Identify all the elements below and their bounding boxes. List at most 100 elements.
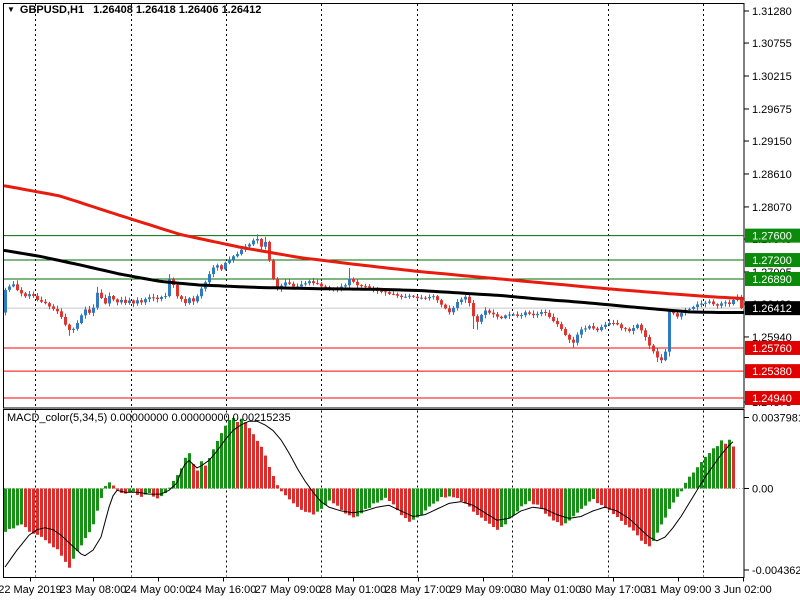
candle [456,302,459,308]
candle [240,249,243,255]
indicator-label: MACD_color(5,34,5) 0.00000000 0.00000000… [7,412,291,424]
candle [668,311,671,352]
macd-bar [524,488,527,505]
macd-bar [116,488,119,490]
time-tick-label: 27 May 09:00 [255,584,322,596]
candle [676,313,679,317]
macd-plot-area[interactable] [4,417,744,568]
candle [84,309,87,316]
candle [308,281,311,284]
macd-bar [624,488,627,525]
candle [256,238,259,241]
macd-bar [380,488,383,501]
candle [572,339,575,343]
candle [12,284,15,287]
macd-bar [88,488,91,533]
macd-bar [464,488,467,504]
macd-bar [668,488,671,509]
price-tick-label: 1.30755 [752,38,792,50]
macd-bar [572,488,575,517]
macd-bar [612,488,615,514]
macd-histogram-layer [4,417,735,568]
candle [284,282,287,286]
candle [468,296,471,303]
price-axis[interactable]: 1.31280 1.30755 1.30215 1.29675 1.29150 1.286… [744,6,800,409]
candle [588,326,591,329]
macd-bar [256,440,259,489]
macd-bar [160,488,163,497]
macd-bar [500,488,503,528]
macd-bar [732,446,735,489]
candle [584,328,587,330]
macd-bar [240,418,243,489]
candle [228,259,231,263]
macd-bar [328,488,331,501]
candle [132,300,135,304]
macd-bar [564,488,567,524]
macd-bar [264,455,267,489]
macd-bar [276,485,279,489]
candle [544,312,547,314]
candle [80,315,83,324]
candle [496,314,499,317]
candle [740,297,743,309]
candle [708,301,711,303]
candle [620,324,623,329]
symbol-dropdown-icon[interactable]: ▼ [7,5,15,14]
candle [116,299,119,303]
macd-bar [704,456,707,489]
macd-bar [348,488,351,516]
candle [508,314,511,316]
candle [600,326,603,331]
macd-bar [656,488,659,533]
macd-bar [720,440,723,489]
macd-bar [632,488,635,531]
macd-bar [224,425,227,489]
candle [368,286,371,288]
price-level-badge-1.24940: 1.24940 [745,391,800,405]
macd-bar [492,488,495,527]
candle [616,323,619,325]
macd-bar [440,488,443,497]
candle [504,315,507,319]
chart-title: ▼ GBPUSD,H1 1.26408 1.26418 1.26406 1.2641… [7,4,261,16]
candle [720,303,723,306]
candle [484,310,487,315]
candle [592,326,595,329]
macd-bar [40,488,43,537]
macd-bar [132,488,135,492]
macd-bar [312,488,315,515]
macd-bar [472,488,475,512]
macd-bar [552,488,555,521]
price-level-badge-1.27600: 1.27600 [745,228,800,243]
candle [44,301,47,304]
candle [64,316,67,325]
candle [52,306,55,309]
price-tick-label: 1.28610 [752,169,792,181]
macd-bar [104,486,107,489]
macd-bar [148,488,151,494]
candle [92,307,95,313]
macd-axis[interactable]: 0.0037981 0.00 -0.0043628 [744,413,800,578]
candle [644,330,647,338]
candle [536,313,539,316]
title-ohlc: 1.26408 1.26418 1.26406 1.26412 [93,4,262,16]
macd-bar [208,457,211,489]
macd-bar [296,488,299,507]
macd-bar [48,488,51,544]
macd-bar [544,488,547,514]
macd-bar [696,467,699,489]
macd-bar [64,488,67,562]
macd-bar [484,488,487,521]
macd-bar [12,488,15,529]
price-plot-area[interactable] [4,184,744,399]
macd-bar [156,488,159,499]
candle [112,296,115,300]
macd-bar [476,488,479,515]
macd-bar [636,488,639,536]
candle [356,281,359,286]
macd-bar [516,488,519,512]
macd-bar [384,488,387,498]
